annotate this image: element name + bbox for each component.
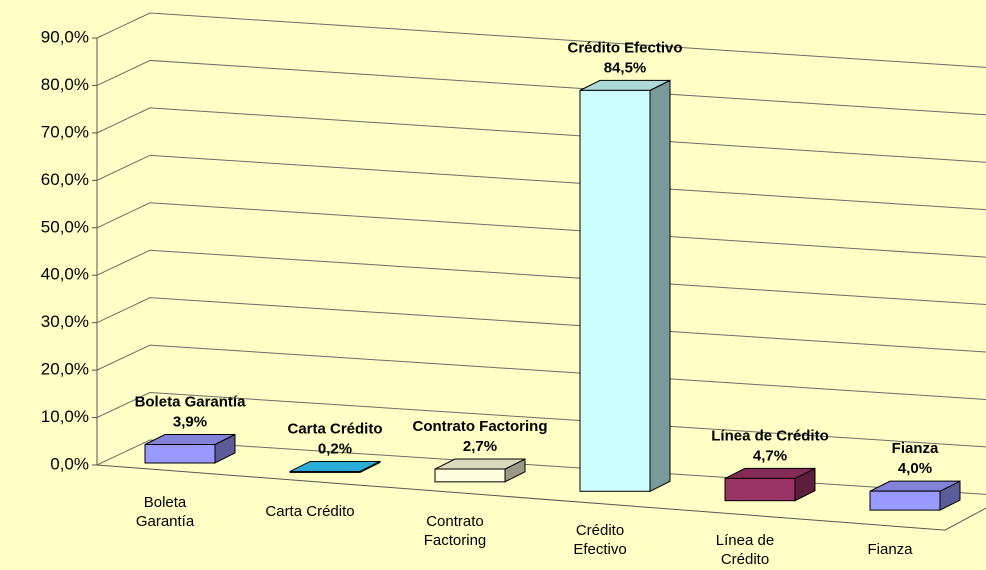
x-tick-label: Contrato Factoring [423, 512, 487, 549]
x-tick-label: Fianza [867, 541, 913, 559]
data-label-name: Línea de Crédito [711, 427, 829, 444]
grid-line [96, 297, 986, 353]
bar [289, 470, 361, 473]
bar-top [289, 460, 381, 472]
x-tick-label: Boleta Garantía [135, 494, 195, 530]
y-tick-label: 10,0% [41, 407, 89, 426]
grid-line [96, 344, 986, 400]
y-tick-label: 90,0% [41, 27, 89, 46]
grid-line [96, 154, 986, 211]
bar [724, 477, 796, 502]
y-tick-label: 70,0% [41, 122, 89, 141]
bar [144, 443, 216, 464]
data-label-name: Crédito Efectivo [567, 39, 682, 56]
grid-line [96, 249, 986, 306]
floor-edge [96, 464, 986, 531]
grid-line [96, 12, 986, 68]
y-tick-label: 0,0% [50, 454, 89, 473]
y-tick-label: 40,0% [41, 265, 89, 284]
data-label-name: Fianza [892, 440, 939, 457]
grid-line [96, 107, 986, 163]
y-tick-label: 30,0% [41, 312, 89, 331]
data-label-value: 84,5% [604, 59, 647, 76]
y-tick-label: 80,0% [41, 75, 89, 94]
x-tick-label: Carta Crédito [265, 503, 355, 521]
y-tick-label: 20,0% [41, 360, 89, 379]
y-tick-label: 50,0% [41, 217, 89, 236]
data-label-value: 0,2% [318, 440, 352, 457]
grid-line [96, 392, 986, 448]
x-tick-label: Crédito Efectivo [573, 522, 627, 559]
data-label-value: 2,7% [463, 438, 497, 455]
grid-line [96, 202, 986, 258]
data-label-value: 4,7% [753, 447, 787, 464]
bar [434, 468, 506, 483]
grid-line [96, 59, 986, 116]
x-tick-label: Línea de Crédito [715, 531, 775, 568]
bar [869, 490, 941, 511]
data-label-name: Carta Crédito [287, 420, 382, 437]
grid-line [96, 439, 986, 495]
bar [579, 89, 651, 492]
data-label-name: Contrato Factoring [413, 418, 548, 435]
data-label-value: 4,0% [898, 460, 932, 477]
y-tick-label: 60,0% [41, 170, 89, 189]
data-label-value: 3,9% [173, 413, 207, 430]
bar-side [649, 79, 671, 493]
data-label-name: Boleta Garantía [135, 393, 247, 410]
